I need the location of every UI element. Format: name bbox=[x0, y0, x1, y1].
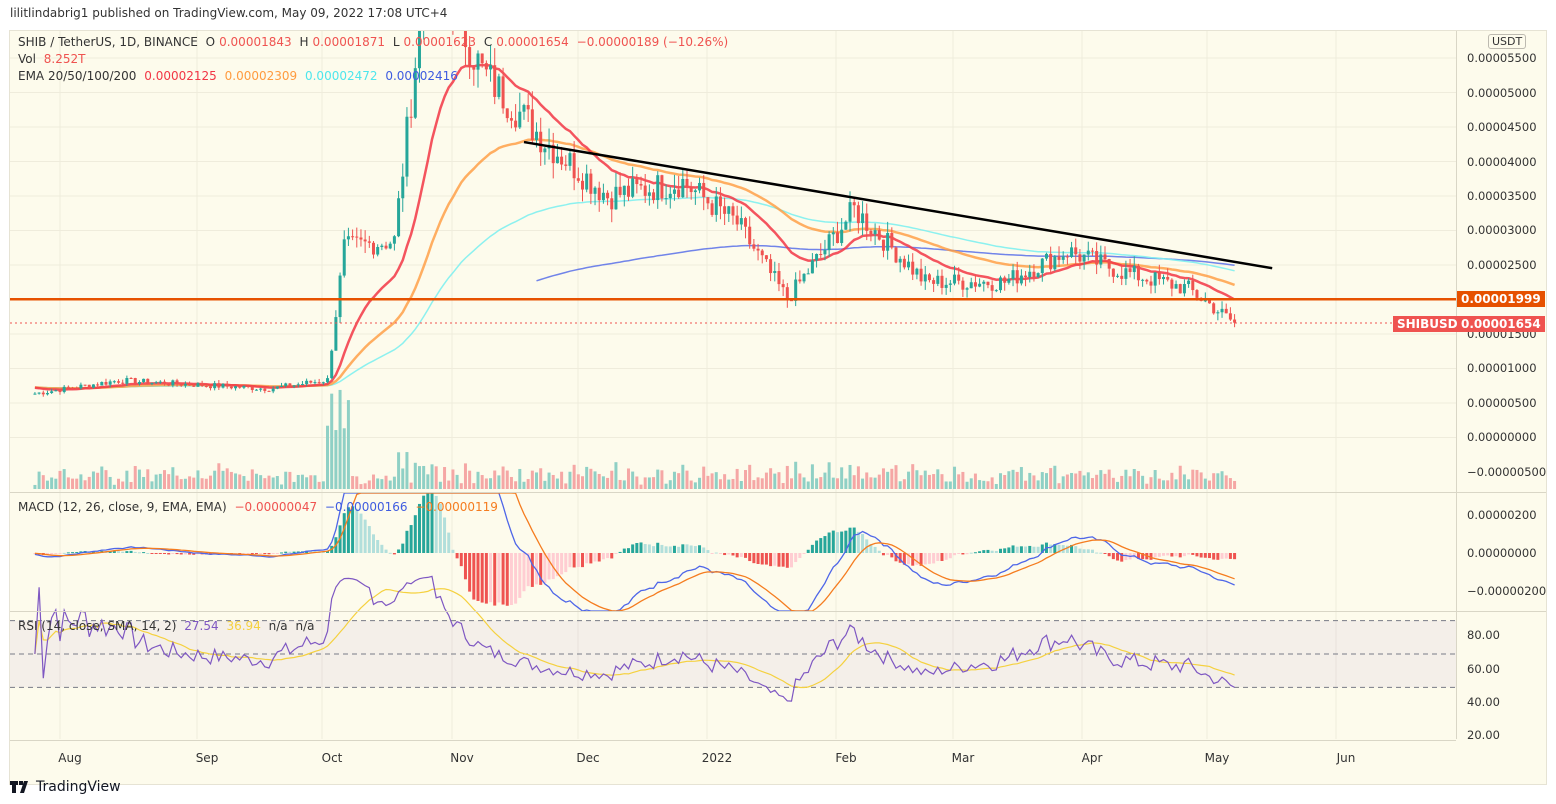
high-label: H bbox=[299, 35, 309, 49]
price-tick: 0.00002500 bbox=[1467, 258, 1537, 272]
rsi-tick: 20.00 bbox=[1467, 728, 1500, 742]
time-label: Dec bbox=[576, 751, 600, 765]
price-tick: 0.00000000 bbox=[1467, 430, 1537, 444]
time-axis[interactable]: Aug Sep Oct Nov Dec 2022 Feb Mar Apr May… bbox=[10, 740, 1456, 785]
time-label: Oct bbox=[321, 751, 343, 765]
rsi-tick: 40.00 bbox=[1467, 695, 1500, 709]
time-label: Aug bbox=[58, 751, 82, 765]
time-label: 2022 bbox=[701, 751, 733, 765]
macd-tick: −0.00000200 bbox=[1467, 584, 1547, 598]
rsi-legend: RSI (14, close, SMA, 14, 2) 27.54 36.94 … bbox=[18, 619, 319, 633]
rsi-value: 27.54 bbox=[184, 619, 219, 633]
macd-tick: 0.00000200 bbox=[1467, 508, 1537, 522]
plot-area[interactable] bbox=[10, 31, 1456, 739]
publish-info: lilitlindabrig1 published on TradingView… bbox=[10, 6, 448, 20]
currency-button[interactable]: USDT bbox=[1488, 34, 1527, 49]
macd-tick: 0.00000000 bbox=[1467, 546, 1537, 560]
rsi-sma-value: 36.94 bbox=[226, 619, 261, 633]
price-tick: 0.00003500 bbox=[1467, 189, 1537, 203]
ohlc-legend: SHIB / TetherUS, 1D, BINANCE O 0.00001843… bbox=[18, 35, 732, 49]
chart-canvas[interactable] bbox=[10, 31, 1456, 739]
ema-label[interactable]: EMA 20/50/100/200 bbox=[18, 69, 137, 83]
price-tick: 0.00004500 bbox=[1467, 120, 1537, 134]
price-tick: 0.00004000 bbox=[1467, 155, 1537, 169]
open-label: O bbox=[205, 35, 216, 49]
low-label: L bbox=[392, 35, 400, 49]
rsi-tick: 60.00 bbox=[1467, 662, 1500, 676]
tradingview-logo[interactable]: TradingView bbox=[10, 779, 121, 795]
macd-legend: MACD (12, 26, close, 9, EMA, EMA) −0.000… bbox=[18, 500, 502, 514]
time-label: Nov bbox=[450, 751, 474, 765]
high-value: 0.00001871 bbox=[312, 35, 386, 49]
time-label: Sep bbox=[195, 751, 219, 765]
ema20-value: 0.00002125 bbox=[144, 69, 217, 83]
rsi-label[interactable]: RSI (14, close, SMA, 14, 2) bbox=[18, 619, 177, 633]
ema-legend: EMA 20/50/100/200 0.00002125 0.00002309 … bbox=[18, 69, 462, 83]
symbol-label[interactable]: SHIB / TetherUS, 1D, BINANCE bbox=[18, 35, 198, 49]
pane-separator-macd[interactable] bbox=[10, 492, 1546, 493]
close-value: 0.00001654 bbox=[496, 35, 569, 49]
price-tick: 0.00000500 bbox=[1467, 396, 1537, 410]
time-label: May bbox=[1204, 751, 1230, 765]
symbol-tag: SHIBUSDT bbox=[1393, 316, 1470, 332]
macd-label[interactable]: MACD (12, 26, close, 9, EMA, EMA) bbox=[18, 500, 227, 514]
ema100-value: 0.00002472 bbox=[304, 69, 378, 83]
price-axis[interactable]: USDT 0.00005500 0.00005000 0.00004500 0.… bbox=[1456, 31, 1547, 742]
low-value: 0.00001623 bbox=[403, 35, 477, 49]
brand-label: TradingView bbox=[36, 779, 121, 795]
time-label: Feb bbox=[835, 751, 857, 765]
tradingview-icon bbox=[10, 781, 28, 793]
rsi-na-2: n/a bbox=[295, 619, 315, 633]
ema50-value: 0.00002309 bbox=[224, 69, 298, 83]
rsi-tick: 80.00 bbox=[1467, 628, 1500, 642]
macd-signal-value: −0.00000119 bbox=[415, 500, 498, 514]
rsi-na-1: n/a bbox=[268, 619, 288, 633]
last-price-tag: 0.00001654 bbox=[1457, 316, 1545, 332]
time-label: Apr bbox=[1081, 751, 1103, 765]
time-label: Jun bbox=[1336, 751, 1356, 765]
ema200-value: 0.00002416 bbox=[385, 69, 458, 83]
macd-line-value: −0.00000166 bbox=[324, 500, 408, 514]
time-label: Mar bbox=[951, 751, 975, 765]
close-label: C bbox=[483, 35, 493, 49]
change-value: −0.00000189 (−10.26%) bbox=[576, 35, 729, 49]
price-tick: 0.00005500 bbox=[1467, 51, 1537, 65]
price-tick: 0.00003000 bbox=[1467, 223, 1537, 237]
pane-separator-rsi[interactable] bbox=[10, 611, 1546, 612]
price-tick: 0.00005000 bbox=[1467, 86, 1537, 100]
volume-value: 8.252T bbox=[43, 52, 86, 66]
volume-legend: Vol 8.252T bbox=[18, 52, 89, 66]
volume-label[interactable]: Vol bbox=[18, 52, 36, 66]
open-value: 0.00001843 bbox=[219, 35, 292, 49]
price-tick: 0.00001000 bbox=[1467, 361, 1537, 375]
macd-hist-value: −0.00000047 bbox=[234, 500, 318, 514]
support-level-tag[interactable]: 0.00001999 bbox=[1457, 291, 1545, 307]
price-tick: −0.00000500 bbox=[1467, 465, 1547, 479]
